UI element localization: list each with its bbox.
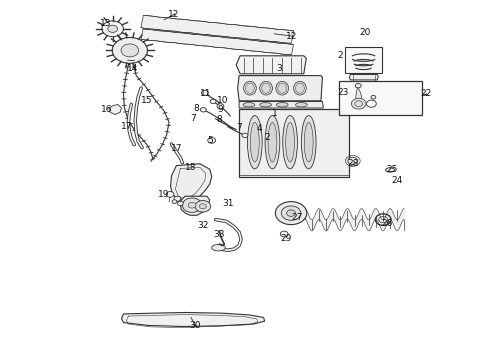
Text: 22: 22 bbox=[421, 89, 432, 98]
Text: 1: 1 bbox=[271, 109, 277, 118]
Circle shape bbox=[287, 210, 295, 216]
Circle shape bbox=[102, 21, 123, 37]
Circle shape bbox=[281, 206, 301, 220]
Ellipse shape bbox=[250, 122, 259, 162]
Text: 13: 13 bbox=[99, 19, 111, 28]
Text: 17: 17 bbox=[121, 122, 132, 131]
Circle shape bbox=[200, 108, 206, 112]
Circle shape bbox=[371, 95, 376, 99]
Text: 16: 16 bbox=[101, 105, 113, 114]
Bar bbox=[345, 47, 382, 73]
Circle shape bbox=[172, 200, 177, 203]
Polygon shape bbox=[180, 196, 210, 215]
Text: 2: 2 bbox=[338, 51, 343, 60]
Circle shape bbox=[217, 104, 224, 109]
Polygon shape bbox=[141, 15, 294, 43]
Circle shape bbox=[355, 84, 361, 88]
Ellipse shape bbox=[243, 103, 255, 107]
Ellipse shape bbox=[295, 103, 307, 107]
Text: 14: 14 bbox=[126, 64, 138, 73]
Text: 7: 7 bbox=[191, 114, 196, 123]
Ellipse shape bbox=[301, 116, 316, 169]
Text: 25: 25 bbox=[386, 165, 398, 174]
Ellipse shape bbox=[276, 81, 289, 95]
Bar bbox=[239, 109, 349, 177]
Ellipse shape bbox=[386, 168, 394, 172]
Text: 18: 18 bbox=[185, 163, 197, 172]
Text: 7: 7 bbox=[236, 123, 242, 132]
Text: 12: 12 bbox=[168, 10, 180, 19]
Ellipse shape bbox=[286, 122, 294, 162]
Text: 23: 23 bbox=[337, 89, 349, 98]
Text: 19: 19 bbox=[158, 190, 170, 199]
Polygon shape bbox=[349, 75, 378, 80]
Polygon shape bbox=[141, 29, 294, 55]
Text: 32: 32 bbox=[197, 220, 209, 230]
Polygon shape bbox=[356, 86, 362, 103]
Text: 4: 4 bbox=[257, 124, 263, 133]
Ellipse shape bbox=[283, 116, 297, 169]
Circle shape bbox=[121, 44, 139, 57]
Text: 9: 9 bbox=[218, 105, 223, 114]
Text: 8: 8 bbox=[217, 115, 222, 124]
Text: 24: 24 bbox=[392, 176, 402, 185]
Text: 26: 26 bbox=[381, 219, 393, 228]
Text: 11: 11 bbox=[200, 89, 212, 98]
Circle shape bbox=[351, 98, 366, 109]
Polygon shape bbox=[109, 104, 122, 114]
Text: 2: 2 bbox=[264, 133, 270, 142]
Text: 3: 3 bbox=[276, 64, 282, 73]
Polygon shape bbox=[171, 164, 212, 203]
Text: 28: 28 bbox=[347, 159, 359, 168]
Text: 17: 17 bbox=[171, 144, 182, 153]
Polygon shape bbox=[122, 312, 265, 327]
Ellipse shape bbox=[247, 116, 262, 169]
Circle shape bbox=[177, 201, 183, 206]
Ellipse shape bbox=[304, 122, 313, 162]
Circle shape bbox=[201, 90, 208, 95]
Ellipse shape bbox=[244, 81, 256, 95]
Text: 5: 5 bbox=[207, 136, 213, 145]
Circle shape bbox=[108, 25, 118, 32]
Circle shape bbox=[275, 202, 307, 225]
Text: 8: 8 bbox=[193, 104, 199, 113]
Polygon shape bbox=[236, 56, 306, 74]
Polygon shape bbox=[238, 76, 322, 101]
Bar bbox=[339, 81, 422, 115]
Text: 33: 33 bbox=[214, 230, 225, 239]
Ellipse shape bbox=[265, 116, 280, 169]
Text: 20: 20 bbox=[359, 28, 371, 37]
Text: 30: 30 bbox=[189, 321, 201, 330]
Circle shape bbox=[242, 133, 248, 138]
Circle shape bbox=[174, 196, 181, 201]
Circle shape bbox=[208, 138, 216, 143]
Text: 12: 12 bbox=[286, 32, 297, 41]
Circle shape bbox=[195, 201, 211, 212]
Text: 29: 29 bbox=[280, 234, 292, 243]
Ellipse shape bbox=[260, 103, 271, 107]
Ellipse shape bbox=[294, 81, 306, 95]
Text: 15: 15 bbox=[141, 96, 153, 105]
Circle shape bbox=[112, 37, 147, 63]
Text: 10: 10 bbox=[217, 96, 229, 105]
Circle shape bbox=[348, 157, 358, 165]
Circle shape bbox=[280, 231, 288, 237]
Circle shape bbox=[188, 202, 196, 208]
Text: 27: 27 bbox=[292, 213, 303, 222]
Circle shape bbox=[182, 198, 202, 212]
Text: 31: 31 bbox=[222, 199, 234, 208]
Ellipse shape bbox=[212, 244, 225, 251]
Ellipse shape bbox=[268, 122, 277, 162]
Ellipse shape bbox=[260, 81, 272, 95]
Ellipse shape bbox=[276, 103, 288, 107]
Circle shape bbox=[166, 192, 174, 197]
Circle shape bbox=[210, 99, 216, 104]
Polygon shape bbox=[239, 102, 323, 108]
Circle shape bbox=[199, 204, 206, 209]
